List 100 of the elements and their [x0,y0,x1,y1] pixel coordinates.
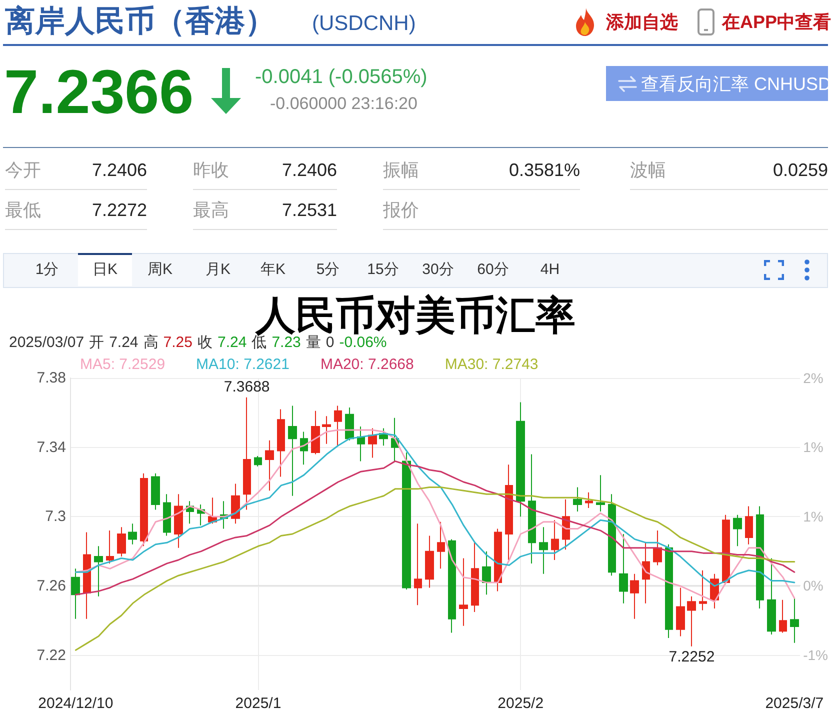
candlestick [277,408,285,478]
button: 查看反向汇率 CNHUSD [606,66,828,101]
text: MA20: 7.2668 [320,356,414,373]
candlestick [471,542,479,612]
candlestick [551,520,559,560]
candlestick [83,532,91,620]
candlestick [653,530,662,566]
text: (USDCNH) [312,12,416,35]
candlestick [368,428,377,458]
y-tick-label: 7.22 [36,646,66,664]
text: 7.25 [163,334,192,351]
text: 月K [204,261,232,278]
candlestick [128,523,137,545]
text: MA10: 7.2621 [196,356,290,373]
candlestick [494,528,502,592]
candlestick [402,452,411,590]
y2-tick-label: 2% [803,370,824,386]
text: 高 [143,334,158,351]
text: 周K [146,261,174,278]
candlestick [94,546,103,597]
y-tick-label: 7.3 [45,508,66,526]
candlestick [676,587,685,637]
candlestick [790,597,799,644]
candlestick [357,426,365,462]
candlestick [596,474,605,512]
candlestick [151,472,160,510]
text: 低 [252,334,267,351]
y-tick-label: 7.26 [36,578,66,594]
text: 15分 [366,261,400,278]
candlestick [345,406,354,441]
x-tick-label: 2024/12/10 [38,695,114,712]
text: 振幅 [383,160,419,180]
text: 2025/03/07 [9,334,84,351]
text: 开 [89,334,104,351]
y2-tick-label: 1% [803,508,824,524]
candlestick [414,523,422,606]
text: 7.24 [109,334,138,351]
text: 30分 [421,261,455,278]
candlestick [608,494,616,576]
x-tick-label: 2025/3/7 [765,695,824,712]
candlestick [767,558,776,636]
line-series [74,486,796,651]
text: 7.23 [272,334,301,351]
candlestick [448,538,456,634]
candlestick [311,410,320,455]
text: 4H [539,261,561,278]
candlestick [505,464,513,560]
text: 7.2406 [282,160,337,180]
candlestick [779,599,787,634]
text: 昨收 [193,160,229,180]
y2-tick-label: 1% [803,439,824,456]
candlestick [756,506,764,610]
text: 60分 [476,261,510,278]
candlestick [288,405,297,496]
candlestick [437,521,445,570]
text: 0.0259 [772,160,828,180]
text: 日K [91,261,118,278]
candlestick [231,483,240,524]
annotation: 7.3688 [224,378,270,396]
text: -0.06% [339,334,387,351]
candlestick [665,544,673,638]
candlestick [71,568,80,620]
candlestick [733,514,742,547]
x-tick-label: 2025/2 [498,695,544,712]
text: 0 [326,334,334,351]
text: 5分 [315,261,341,278]
y2-tick-label: -1% [803,646,828,663]
candlestick [630,573,639,620]
text: 收 [197,334,212,351]
candlestick [573,486,582,512]
y2-tick-label: 0% [803,578,824,594]
x-tick-label: 2025/1 [235,695,282,712]
text: -0.060000 23:16:20 [270,94,418,113]
candlestick [528,454,536,564]
candlestick [163,494,171,536]
candlestick [642,542,650,604]
candlestick [745,506,753,545]
text: 报价 [383,200,419,220]
text: 7.24 [217,334,247,351]
text: MA5: 7.2529 [80,356,166,373]
candlestick [140,472,148,547]
text: 最高 [193,200,229,220]
text: 波幅 [630,160,666,180]
candlestick [174,494,183,548]
text: 7.2366 [4,58,194,127]
text: 0.3581% [508,160,580,180]
text: MA30: 7.2743 [444,356,538,373]
candlestick [482,550,491,596]
candlestick [585,492,593,508]
candlestick [265,440,274,492]
text: -0.0041 (-0.0565%) [255,66,428,88]
text: 1分 [34,261,60,278]
candlestick [243,396,251,510]
candlestick [425,535,434,588]
candlestick [699,570,707,611]
text: 今开 [5,160,41,180]
annotation: 7.2252 [668,648,715,666]
candlestick [334,405,342,446]
line-series [74,460,796,596]
text: 最低 [5,200,41,220]
